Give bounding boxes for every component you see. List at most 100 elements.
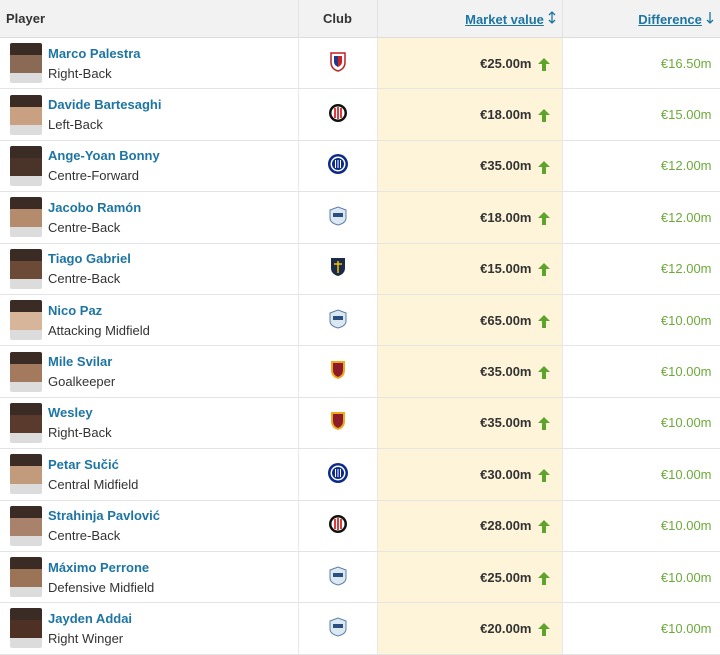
club-logo[interactable] bbox=[327, 615, 349, 639]
market-value-cell: €25.00m bbox=[377, 37, 563, 90]
club-logo[interactable] bbox=[327, 204, 349, 228]
player-cell: Mile Svilar Goalkeeper bbox=[0, 345, 299, 398]
header-club: Club bbox=[298, 0, 378, 38]
header-difference: Difference bbox=[562, 0, 720, 38]
club-cell bbox=[298, 345, 378, 398]
header-row: Player Club Market value Difference bbox=[0, 0, 720, 38]
player-text: Nico Paz Attacking Midfield bbox=[48, 303, 150, 338]
player-row: Davide Bartesaghi Left-Back €18.00m €15.00m bbox=[0, 88, 720, 141]
player-info: Tiago Gabriel Centre-Back bbox=[0, 248, 298, 289]
difference: €12.00m bbox=[660, 158, 712, 174]
player-photo bbox=[10, 94, 42, 135]
player-name[interactable]: Ange-Yoan Bonny bbox=[48, 148, 160, 164]
player-position: Right Winger bbox=[48, 630, 124, 646]
player-name[interactable]: Marco Palestra bbox=[48, 45, 141, 61]
market-value: €20.00m bbox=[480, 620, 532, 636]
player-text: Tiago Gabriel Centre-Back bbox=[48, 251, 131, 286]
difference: €10.00m bbox=[660, 364, 712, 380]
player-name[interactable]: Jacobo Ramón bbox=[48, 199, 142, 215]
difference-cell: €10.00m bbox=[562, 500, 720, 552]
market-value: €15.00m bbox=[480, 261, 532, 277]
market-value: €25.00m bbox=[480, 569, 532, 585]
club-logo[interactable] bbox=[327, 564, 349, 588]
player-name[interactable]: Máximo Perrone bbox=[48, 559, 150, 575]
player-text: Marco Palestra Right-Back bbox=[48, 46, 141, 81]
player-cell: Wesley Right-Back bbox=[0, 397, 299, 450]
club-logo[interactable] bbox=[327, 358, 349, 382]
player-info: Strahinja Pavlović Centre-Back bbox=[0, 505, 298, 546]
player-cell: Jacobo Ramón Centre-Back bbox=[0, 191, 299, 244]
market-value-cell: €18.00m bbox=[377, 88, 563, 141]
sort-icon bbox=[548, 10, 555, 24]
club-logo[interactable] bbox=[327, 101, 349, 125]
player-position: Centre-Forward bbox=[48, 168, 140, 184]
club-cell bbox=[298, 140, 378, 193]
player-row: Marco Palestra Right-Back €25.00m €16.50m bbox=[0, 37, 720, 90]
club-cell bbox=[298, 191, 378, 244]
difference: €15.00m bbox=[660, 107, 712, 123]
player-text: Wesley Right-Back bbox=[48, 405, 112, 440]
difference: €10.00m bbox=[660, 466, 712, 482]
player-info: Petar Sučić Central Midfield bbox=[0, 454, 298, 495]
market-value-cell: €35.00m bbox=[377, 397, 563, 450]
club-cell bbox=[298, 500, 378, 552]
club-cell bbox=[298, 37, 378, 90]
player-info: Marco Palestra Right-Back bbox=[0, 43, 298, 84]
player-row: Petar Sučić Central Midfield €30.00m €10.00… bbox=[0, 448, 720, 501]
player-photo bbox=[10, 505, 42, 546]
market-value: €35.00m bbox=[480, 364, 532, 379]
player-name[interactable]: Davide Bartesaghi bbox=[48, 97, 162, 113]
club-logo[interactable] bbox=[327, 409, 349, 433]
club-logo[interactable] bbox=[327, 50, 349, 74]
player-text: Máximo Perrone Defensive Midfield bbox=[48, 560, 154, 595]
trend-up-icon bbox=[537, 623, 550, 637]
club-cell bbox=[298, 551, 378, 604]
trend-up-icon bbox=[537, 520, 550, 534]
difference-cell: €12.00m bbox=[562, 140, 720, 193]
club-logo[interactable] bbox=[327, 512, 349, 536]
player-name[interactable]: Petar Sučić bbox=[48, 456, 119, 472]
player-cell: Tiago Gabriel Centre-Back bbox=[0, 243, 299, 295]
player-info: Máximo Perrone Defensive Midfield bbox=[0, 557, 298, 598]
market-value-cell: €20.00m bbox=[377, 602, 563, 655]
player-row: Ange-Yoan Bonny Centre-Forward €35.00m €12.… bbox=[0, 140, 720, 193]
player-photo bbox=[10, 248, 42, 289]
club-logo[interactable] bbox=[327, 461, 349, 485]
difference: €10.00m bbox=[660, 569, 712, 585]
club-cell bbox=[298, 448, 378, 501]
player-photo bbox=[10, 300, 42, 341]
sort-icon bbox=[706, 11, 713, 24]
player-name[interactable]: Mile Svilar bbox=[48, 354, 113, 370]
player-row: Wesley Right-Back €35.00m €10.00m bbox=[0, 397, 720, 450]
player-name[interactable]: Jayden Addai bbox=[48, 610, 133, 626]
player-row: Jayden Addai Right Winger €20.00m €10.00m bbox=[0, 602, 720, 655]
market-value-cell: €35.00m bbox=[377, 345, 563, 398]
trend-up-icon bbox=[537, 160, 550, 174]
player-cell: Máximo Perrone Defensive Midfield bbox=[0, 551, 299, 604]
player-photo bbox=[10, 351, 42, 392]
difference: €12.00m bbox=[660, 209, 712, 225]
player-row: Máximo Perrone Defensive Midfield €25.00m €… bbox=[0, 551, 720, 604]
player-position: Right-Back bbox=[48, 65, 112, 81]
trend-up-icon bbox=[537, 468, 550, 482]
player-info: Ange-Yoan Bonny Centre-Forward bbox=[0, 145, 298, 186]
club-logo[interactable] bbox=[327, 255, 349, 279]
player-name[interactable]: Tiago Gabriel bbox=[48, 251, 131, 267]
player-text: Strahinja Pavlović Centre-Back bbox=[48, 508, 160, 543]
player-row: Nico Paz Attacking Midfield €65.00m €10.00m bbox=[0, 294, 720, 347]
market-value: €30.00m bbox=[480, 466, 532, 482]
player-name[interactable]: Nico Paz bbox=[48, 302, 103, 318]
player-name[interactable]: Wesley bbox=[48, 405, 93, 421]
market-value: €65.00m bbox=[480, 312, 532, 328]
market-value: €28.00m bbox=[480, 518, 532, 534]
player-name[interactable]: Strahinja Pavlović bbox=[48, 508, 160, 524]
sort-link[interactable]: Market value bbox=[465, 11, 544, 27]
player-info: Jacobo Ramón Centre-Back bbox=[0, 197, 298, 238]
club-logo[interactable] bbox=[327, 307, 349, 331]
sort-link[interactable]: Difference bbox=[638, 11, 702, 27]
club-logo[interactable] bbox=[327, 152, 349, 176]
player-info: Jayden Addai Right Winger bbox=[0, 608, 298, 649]
club-cell bbox=[298, 602, 378, 655]
trend-up-icon bbox=[537, 109, 550, 123]
